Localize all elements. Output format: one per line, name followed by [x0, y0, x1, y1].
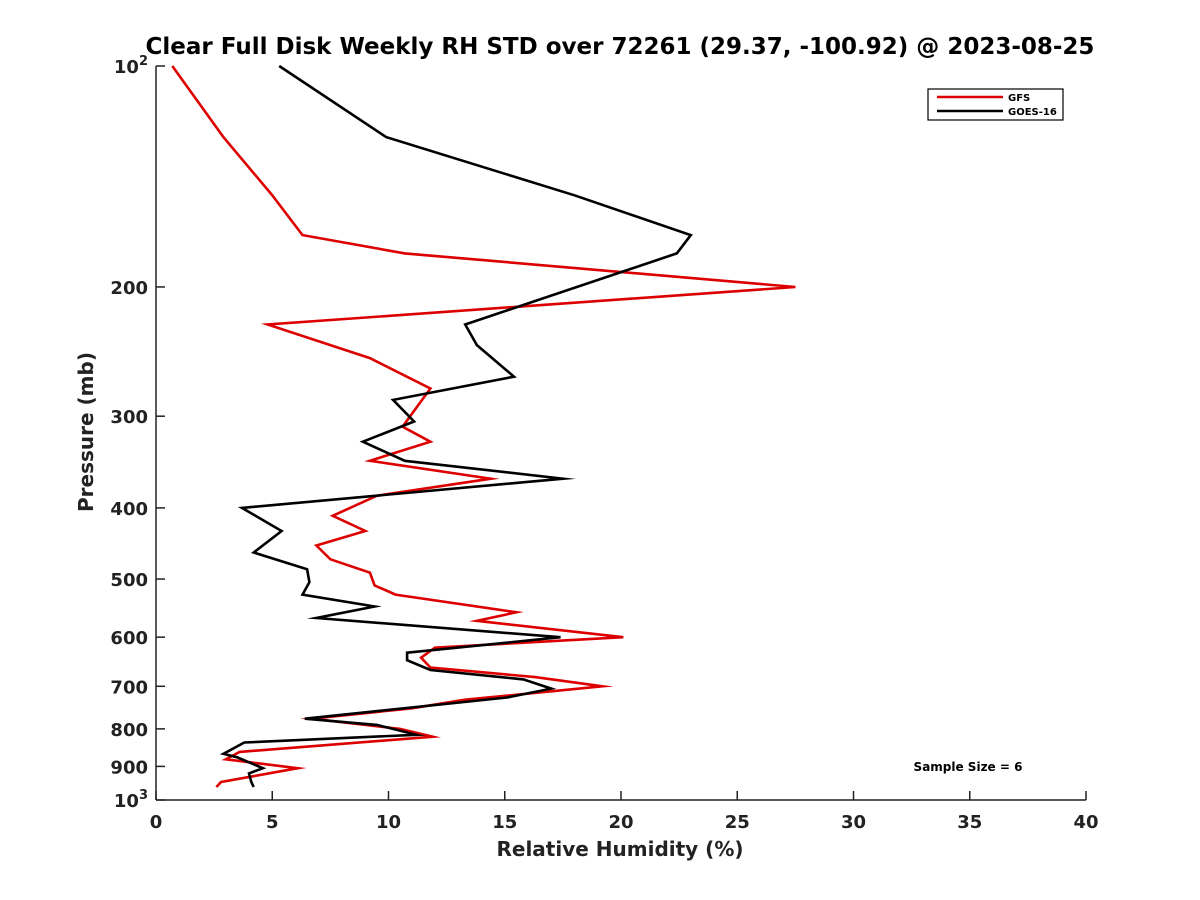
series-layer [171, 64, 796, 788]
y-tick-label: 103 [114, 788, 148, 812]
legend-label-goes-16: GOES-16 [1008, 107, 1057, 118]
x-axis-label: Relative Humidity (%) [496, 837, 743, 861]
y-tick-label: 500 [110, 570, 148, 591]
x-tick-label: 0 [150, 812, 163, 833]
y-tick-label: 600 [110, 628, 148, 649]
x-tick-label: 15 [492, 812, 517, 833]
y-tick-label: 700 [110, 677, 148, 698]
y-tick-label: 200 [110, 278, 148, 299]
x-tick-label: 25 [725, 812, 750, 833]
legend-label-gfs: GFS [1008, 93, 1030, 104]
axes-layer: 0 5 10 15 20 25 30 35 40 102 200 300 400 500 600 700 800… [110, 54, 1098, 833]
y-tick-label: 300 [110, 407, 148, 428]
legend: GFS GOES-16 [927, 88, 1064, 121]
y-tick-label: 900 [110, 757, 148, 778]
y-axis-label: Pressure (mb) [74, 352, 98, 512]
x-tick-label: 20 [608, 812, 633, 833]
x-tick-label: 5 [266, 812, 279, 833]
sample-size-annotation: Sample Size = 6 [914, 760, 1023, 774]
x-tick-label: 35 [957, 812, 982, 833]
series-line-gfs [171, 65, 796, 788]
y-tick-label: 400 [110, 499, 148, 520]
series-line-goes-16 [219, 64, 693, 788]
chart-title: Clear Full Disk Weekly RH STD over 72261… [146, 34, 1095, 60]
x-tick-label: 30 [841, 812, 866, 833]
x-tick-label: 40 [1073, 812, 1098, 833]
y-tick-label: 102 [114, 54, 148, 78]
x-tick-label: 10 [376, 812, 401, 833]
legend-box [927, 88, 1064, 121]
y-tick-label: 800 [110, 720, 148, 741]
